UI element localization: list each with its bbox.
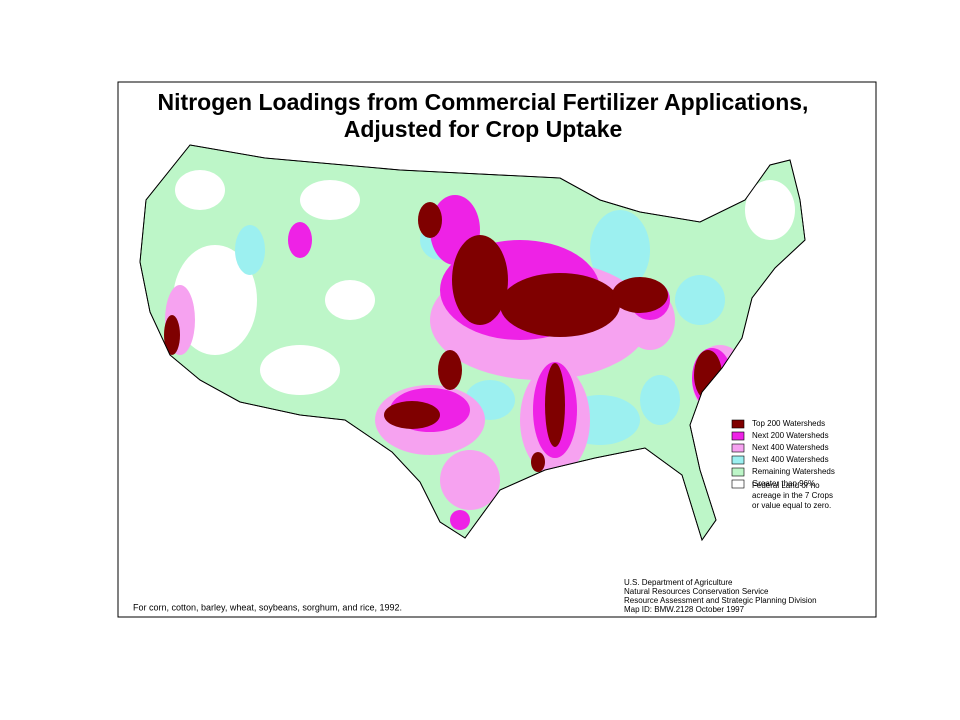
legend-label: Greater than 96% xyxy=(752,479,815,488)
region xyxy=(288,222,312,258)
region xyxy=(450,510,470,530)
legend-swatch xyxy=(731,431,745,441)
legend-swatch xyxy=(731,419,745,429)
title-line: Nitrogen Loadings from Commercial Fertil… xyxy=(158,89,809,115)
region xyxy=(418,202,442,238)
region xyxy=(745,180,795,240)
region xyxy=(300,180,360,220)
region xyxy=(164,315,180,355)
region xyxy=(590,210,650,290)
title-line: Adjusted for Crop Uptake xyxy=(344,116,623,142)
region xyxy=(438,350,462,390)
region xyxy=(531,452,545,472)
credit: Resource Assessment and Strategic Planni… xyxy=(624,596,817,605)
region xyxy=(612,277,668,313)
credit: U.S. Department of Agriculture xyxy=(624,578,733,587)
border xyxy=(139,144,806,542)
legend-swatch xyxy=(731,467,745,477)
legend-note: or value equal to zero. xyxy=(752,501,831,510)
region xyxy=(175,170,225,210)
legend-label: Next 400 Watersheds xyxy=(752,443,829,452)
legend-label: Top 200 Watersheds xyxy=(752,419,825,428)
region xyxy=(325,280,375,320)
footnote: For corn, cotton, barley, wheat, soybean… xyxy=(133,602,402,612)
region xyxy=(640,375,680,425)
region xyxy=(235,225,265,275)
credit: Map ID: BMW.2128 October 1997 xyxy=(624,605,745,614)
credit: Natural Resources Conservation Service xyxy=(624,587,769,596)
legend-swatch xyxy=(731,443,745,453)
region xyxy=(260,345,340,395)
region xyxy=(675,275,725,325)
legend-note: Federal Land or no xyxy=(752,481,820,490)
region xyxy=(384,401,440,429)
regions xyxy=(164,170,795,530)
legend-label: Next 400 Watersheds xyxy=(752,455,829,464)
legend-label: Next 200 Watersheds xyxy=(752,431,829,440)
region xyxy=(452,235,508,325)
legend-note: acreage in the 7 Crops xyxy=(752,491,833,500)
legend-label: Remaining Watersheds xyxy=(752,467,835,476)
region xyxy=(500,273,620,337)
legend-swatch xyxy=(731,479,745,489)
region xyxy=(545,363,565,447)
legend-swatch xyxy=(731,455,745,465)
region xyxy=(440,450,500,510)
